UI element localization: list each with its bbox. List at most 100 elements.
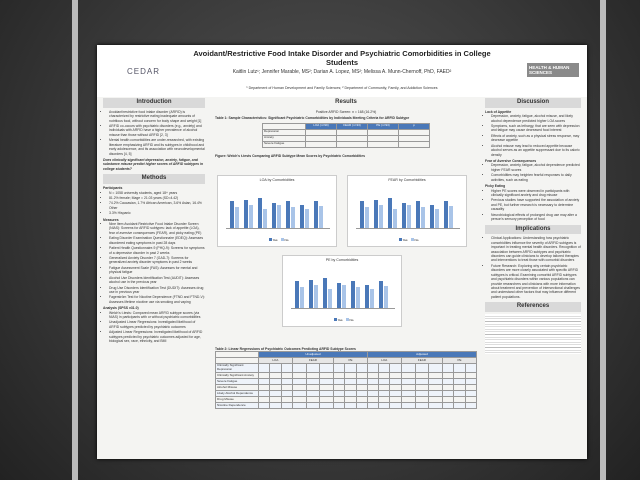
legend-label: No xyxy=(349,318,354,322)
list: Depression, anxiety, fatigue, alcohol mi… xyxy=(485,114,581,157)
table-title: Table 1: Sample Characteristics: Signifi… xyxy=(215,116,410,121)
bar xyxy=(393,209,397,228)
row-label: Nicotine Dependence xyxy=(215,402,259,410)
cell xyxy=(442,402,455,410)
chart-title: LOA by Comorbidities xyxy=(259,178,295,182)
legend-label: No xyxy=(284,238,289,242)
figure-title: Figure: Welch's t-tests Comparing ARFID … xyxy=(215,153,366,158)
cell xyxy=(389,402,402,410)
subheading: Fear of Aversive Consequences xyxy=(485,159,537,164)
heading: Implications xyxy=(485,224,581,235)
list-item: Clinical Applications: Understanding how… xyxy=(491,236,581,263)
row: Clinically Significant Anxiety xyxy=(215,372,478,380)
bar xyxy=(360,201,364,228)
cell xyxy=(305,363,321,374)
cell xyxy=(414,402,430,410)
references-text xyxy=(485,314,581,354)
cell xyxy=(215,357,259,365)
table2-block: Table 2: Linear Regressions of Psychiatr… xyxy=(215,345,478,410)
list-item: Future Research: Exploring why certain p… xyxy=(491,264,581,299)
cell xyxy=(305,140,337,148)
bar xyxy=(402,203,406,228)
list-item: Fatigue Assessment Scale (FAS): Assesses… xyxy=(109,266,205,275)
discussion: Lack of AppetiteDepression, anxiety, fat… xyxy=(485,110,581,222)
bar xyxy=(379,205,383,228)
cell xyxy=(378,402,391,410)
subheading: Lack of Appetite xyxy=(485,109,512,114)
list-item: Depression, anxiety, fatigue, alcohol mi… xyxy=(491,114,581,123)
plot-area xyxy=(226,188,330,229)
bar xyxy=(235,207,239,228)
cell xyxy=(400,402,416,410)
bar xyxy=(319,205,323,228)
legend-label: Yes xyxy=(272,238,278,242)
list-item: Comorbidities may heighten fearful respo… xyxy=(491,173,581,182)
bar xyxy=(365,207,369,228)
list-item: Welch's t-tests: Compared mean ARFID sub… xyxy=(109,311,205,320)
list-item: Generalized Anxiety Disorder 7 (GAD-7): … xyxy=(109,256,205,265)
plot-area xyxy=(291,268,395,309)
list-item: Neurobiological effects of prolonged dru… xyxy=(491,213,581,222)
subheading: Measures xyxy=(103,217,119,222)
list: Higher PE scores were observed in partic… xyxy=(485,189,581,222)
bar xyxy=(337,283,341,308)
title: Avoidant/Restrictive Food Intake Disorde… xyxy=(193,49,491,67)
middle-column: Results Positive ARFID Screen: n = 168 (… xyxy=(215,95,477,158)
cell xyxy=(464,363,478,374)
cell xyxy=(355,402,368,410)
chart: PE by Comorbidities Yes No xyxy=(282,255,402,327)
header-cell: FEAR xyxy=(400,357,444,365)
list-item: Symptoms, such as lethargy, that are see… xyxy=(491,124,581,133)
cell xyxy=(344,402,357,410)
cell xyxy=(319,363,335,374)
bar xyxy=(249,205,253,228)
table: LOA (n=99) FEAR (n=33) PE (n=93) p Depressio… xyxy=(262,122,430,148)
list-item: Drug Use Disorders Identification Test (… xyxy=(109,286,205,295)
authors: Kaitlin Lutz¹; Jennifer Marable, MS²; Da… xyxy=(232,69,452,75)
heading: Introduction xyxy=(103,98,205,108)
cell xyxy=(344,363,357,374)
bar xyxy=(370,289,374,308)
header-cell: PE xyxy=(442,357,477,365)
bar xyxy=(286,201,290,228)
cell xyxy=(414,363,430,374)
cell xyxy=(464,402,478,410)
bar xyxy=(356,287,360,308)
list-item: 81.2% female; Mage = 21.03 years (SD=4.4… xyxy=(109,196,205,200)
bar xyxy=(291,207,295,228)
list-item: 74.2% Caucasian, 1.7% African American, … xyxy=(109,201,205,210)
list-item: ARFID co-occurs with psychiatric disorde… xyxy=(109,124,205,137)
row: Likely Alcohol Dependence xyxy=(215,390,478,398)
affiliations: ¹ Department of Human Development and Fa… xyxy=(246,86,438,90)
list-item: Mental health comorbidities are under-re… xyxy=(109,138,205,156)
bar xyxy=(300,287,304,308)
chart-title: PE by Comorbidities xyxy=(325,258,359,262)
legend-swatch xyxy=(333,318,337,321)
legend-swatch xyxy=(410,238,414,241)
legend-label: Yes xyxy=(402,238,408,242)
subheading: Participants xyxy=(103,186,123,191)
bar xyxy=(230,201,234,228)
list: Nine Item Avoidant Restrictive Food Inta… xyxy=(103,222,205,304)
list: Avoidant/restrictive food intake disorde… xyxy=(103,110,205,156)
row: Clinically Significant Depression xyxy=(215,363,478,374)
bar xyxy=(379,280,383,308)
list-item: Avoidant/restrictive food intake disorde… xyxy=(109,110,205,123)
bar xyxy=(444,200,448,228)
bar xyxy=(435,209,439,228)
cell xyxy=(398,140,430,148)
text: Positive ARFID Screen: n = 168 (16.2%) xyxy=(315,109,377,114)
table-title: Table 2: Linear Regressions of Psychiatr… xyxy=(215,347,356,351)
bar xyxy=(430,205,434,228)
cell xyxy=(366,402,380,410)
cell xyxy=(280,402,293,410)
logo: HEALTH & HUMAN SCIENCES xyxy=(527,63,579,77)
bar xyxy=(314,200,318,228)
legend-swatch xyxy=(280,238,284,241)
list: Depression, anxiety, fatigue, alcohol de… xyxy=(485,163,581,182)
cell xyxy=(291,363,307,374)
list-item: Alcohol Use Disorders Identification Tes… xyxy=(109,276,205,285)
legend-swatch xyxy=(268,238,272,241)
list-item: Effects of anxiety, such as a physical s… xyxy=(491,134,581,143)
